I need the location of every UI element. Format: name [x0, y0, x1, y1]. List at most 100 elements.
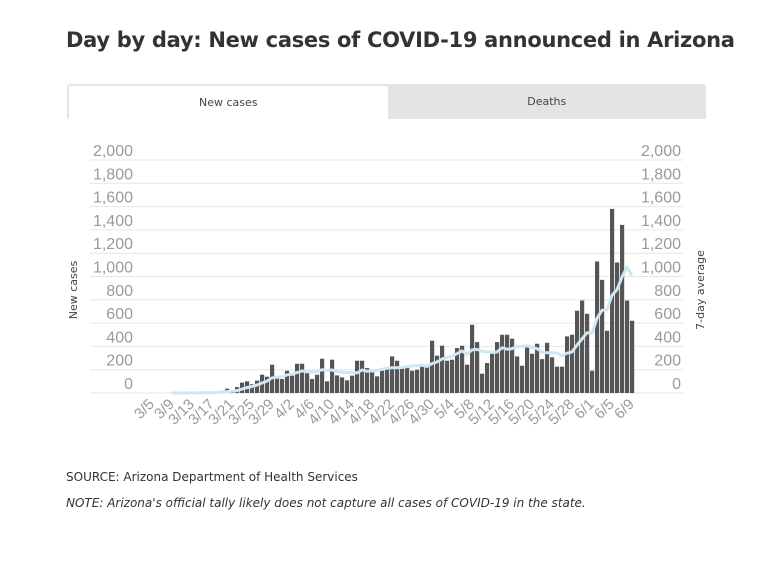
bar: [620, 224, 625, 393]
y2-tick-label: 400: [654, 329, 681, 346]
bar: [435, 355, 440, 393]
bar: [615, 262, 620, 393]
y-tick-label: 1,200: [93, 236, 133, 253]
bar: [485, 363, 490, 393]
bar: [515, 356, 520, 393]
bar: [325, 381, 330, 393]
bar: [580, 300, 585, 393]
bar: [605, 330, 610, 393]
bar: [380, 370, 385, 393]
bar: [590, 370, 595, 393]
bar: [570, 334, 575, 393]
y2-tick-label: 1,400: [641, 213, 681, 230]
bar: [310, 379, 315, 393]
tab-new-cases[interactable]: New cases: [69, 86, 388, 119]
bar: [265, 376, 270, 393]
bar: [585, 313, 590, 393]
bar: [295, 363, 300, 393]
y-tick-label: 400: [106, 329, 133, 346]
disclaimer-note: NOTE: Arizona's official tally likely do…: [66, 496, 586, 510]
bar: [400, 367, 405, 393]
bar: [460, 345, 465, 393]
y2-tick-label: 1,800: [641, 166, 681, 183]
bar: [365, 368, 370, 393]
bar: [535, 343, 540, 393]
bar: [530, 353, 535, 393]
bar: [630, 320, 635, 393]
bar: [355, 360, 360, 393]
y-tick-label: 1,400: [93, 213, 133, 230]
bar: [625, 300, 630, 393]
y-axis-title: New cases: [67, 260, 80, 319]
bar: [285, 370, 290, 393]
y-tick-label: 200: [106, 353, 133, 370]
bar: [375, 376, 380, 393]
bar: [470, 324, 475, 393]
bar: [505, 334, 510, 393]
bar: [345, 380, 350, 393]
bar: [255, 380, 260, 393]
bar: [410, 370, 415, 393]
y-tick-label: 2,000: [93, 143, 133, 160]
bar: [420, 365, 425, 393]
bar: [330, 359, 335, 393]
bar: [425, 365, 430, 393]
bar: [370, 372, 375, 393]
bar: [550, 357, 555, 393]
bar: [575, 310, 580, 393]
bar: [520, 365, 525, 393]
y2-tick-label: 1,200: [641, 236, 681, 253]
source-note: SOURCE: Arizona Department of Health Ser…: [66, 470, 358, 484]
bar: [415, 369, 420, 393]
x-tick-label: 6/9: [611, 396, 638, 423]
y2-tick-label: 200: [654, 353, 681, 370]
bar: [495, 342, 500, 393]
page-title: Day by day: New cases of COVID-19 announ…: [66, 28, 735, 52]
bar: [390, 356, 395, 393]
y-tick-label: 600: [106, 306, 133, 323]
bar: [300, 363, 305, 393]
y-tick-label: 0: [124, 376, 133, 393]
bar: [540, 359, 545, 393]
bar: [475, 342, 480, 393]
bar: [320, 358, 325, 393]
bar: [500, 334, 505, 393]
bar: [440, 345, 445, 393]
y2-axis-title: 7-day average: [694, 250, 707, 330]
y2-tick-label: 1,000: [641, 260, 681, 277]
bar: [595, 261, 600, 393]
bar: [510, 338, 515, 393]
bar: [525, 347, 530, 393]
y2-tick-label: 600: [654, 306, 681, 323]
bar: [350, 375, 355, 393]
bar: [445, 360, 450, 393]
bar: [455, 348, 460, 393]
bar: [490, 353, 495, 393]
bar: [465, 364, 470, 393]
y-tick-label: 1,600: [93, 190, 133, 207]
bar: [395, 360, 400, 393]
bar: [280, 379, 285, 393]
y2-tick-label: 0: [672, 376, 681, 393]
y2-tick-label: 2,000: [641, 143, 681, 160]
bar: [275, 377, 280, 393]
y-tick-label: 1,800: [93, 166, 133, 183]
bar: [560, 366, 565, 393]
average-line: [172, 265, 634, 395]
bar: [610, 208, 615, 393]
bar: [315, 374, 320, 393]
bar: [250, 384, 255, 393]
bar: [430, 340, 435, 393]
bar: [405, 366, 410, 393]
bar: [335, 375, 340, 393]
bar: [600, 279, 605, 393]
y-tick-label: 1,000: [93, 260, 133, 277]
bar: [305, 372, 310, 393]
y2-tick-label: 1,600: [641, 190, 681, 207]
bar: [385, 369, 390, 393]
bar: [565, 336, 570, 393]
bar: [340, 377, 345, 393]
y-tick-label: 800: [106, 283, 133, 300]
tab-deaths[interactable]: Deaths: [527, 95, 567, 108]
